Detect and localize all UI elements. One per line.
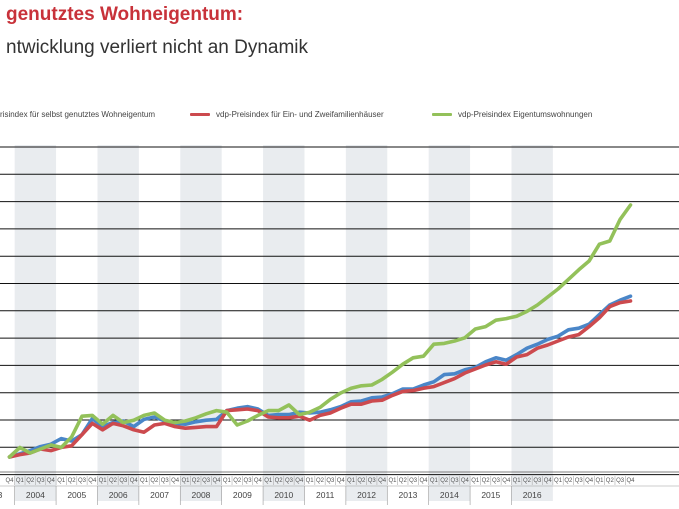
quarter-tick-label: Q1 — [471, 478, 480, 484]
quarter-tick-label: Q1 — [347, 478, 356, 484]
quarter-tick-label: Q2 — [26, 478, 35, 484]
quarter-tick-label: Q1 — [388, 478, 397, 484]
year-band — [428, 145, 471, 501]
quarter-tick-label: Q2 — [150, 478, 159, 484]
quarter-tick-label: Q4 — [254, 478, 263, 484]
quarter-tick-label: Q3 — [368, 478, 377, 484]
chart-subtitle: ntwicklung verliert nicht an Dynamik — [6, 37, 309, 58]
quarter-tick-label: Q3 — [451, 478, 460, 484]
quarter-tick-label: Q4 — [378, 478, 387, 484]
quarter-tick-label: Q2 — [482, 478, 491, 484]
quarter-tick-label: Q1 — [306, 478, 315, 484]
quarter-tick-label: Q1 — [554, 478, 563, 484]
quarter-tick-label: Q1 — [140, 478, 149, 484]
quarter-tick-label: Q3 — [285, 478, 294, 484]
quarter-tick-label: Q1 — [181, 478, 190, 484]
quarter-tick-label: Q1 — [223, 478, 232, 484]
quarter-tick-label: Q1 — [595, 478, 604, 484]
year-tick-label: 2011 — [316, 490, 335, 500]
year-tick-label: 2007 — [150, 490, 169, 500]
year-band — [263, 145, 305, 501]
quarter-tick-label: Q2 — [68, 478, 77, 484]
year-tick-label: 2010 — [274, 490, 293, 500]
year-tick-label: 2008 — [192, 490, 211, 500]
legend-label-blue: risindex für selbst genutztes Wohneigent… — [0, 109, 156, 119]
quarter-tick-label: Q3 — [409, 478, 418, 484]
quarter-tick-label: Q4 — [626, 478, 635, 484]
year-band — [180, 145, 222, 501]
quarter-tick-label: Q3 — [326, 478, 335, 484]
quarter-tick-label: Q2 — [357, 478, 366, 484]
series-line-green — [7, 203, 633, 459]
chart-title: genutztes Wohneigentum: — [6, 4, 244, 25]
quarter-tick-label: Q4 — [585, 478, 594, 484]
year-tick-label: 2016 — [523, 490, 542, 500]
year-tick-label: 2015 — [481, 490, 500, 500]
quarter-tick-label: Q3 — [492, 478, 501, 484]
year-tick-label: 2009 — [233, 490, 252, 500]
quarter-tick-label: Q2 — [440, 478, 449, 484]
quarter-tick-label: Q2 — [399, 478, 408, 484]
quarter-tick-label: Q3 — [244, 478, 253, 484]
year-band — [97, 145, 139, 501]
year-tick-label: 2014 — [440, 490, 459, 500]
quarter-tick-label: Q2 — [192, 478, 201, 484]
legend-swatch-green — [432, 112, 452, 116]
year-tick-label: 2012 — [357, 490, 376, 500]
quarter-tick-label: Q1 — [430, 478, 439, 484]
quarter-tick-label: Q4 — [502, 478, 511, 484]
quarter-tick-label: Q3 — [533, 478, 542, 484]
quarter-tick-label: Q3 — [37, 478, 46, 484]
quarter-tick-label: Q2 — [523, 478, 532, 484]
quarter-tick-label: Q3 — [78, 478, 87, 484]
year-band — [345, 145, 388, 501]
quarter-tick-label: Q4 — [337, 478, 346, 484]
quarter-tick-label: Q4 — [419, 478, 428, 484]
series-line-red — [7, 299, 633, 459]
quarter-tick-label: Q1 — [16, 478, 25, 484]
quarter-tick-label: Q2 — [233, 478, 242, 484]
quarter-tick-label: Q4 — [295, 478, 304, 484]
year-tick-label: 3 — [0, 490, 3, 500]
quarter-tick-label: Q4 — [212, 478, 221, 484]
quarter-tick-label: Q3 — [161, 478, 170, 484]
year-tick-label: 2004 — [26, 490, 45, 500]
quarter-tick-label: Q4 — [171, 478, 180, 484]
legend-label-green: vdp-Preisindex Eigentumswohnungen — [458, 109, 593, 119]
quarter-tick-label: Q2 — [275, 478, 284, 484]
quarter-tick-label: Q4 — [5, 478, 14, 484]
quarter-tick-label: Q3 — [575, 478, 584, 484]
year-band — [511, 145, 553, 501]
legend-swatch-red — [190, 112, 210, 116]
year-tick-label: 2005 — [67, 490, 86, 500]
quarter-tick-label: Q4 — [544, 478, 553, 484]
quarter-tick-label: Q4 — [461, 478, 470, 484]
quarter-tick-label: Q3 — [119, 478, 128, 484]
legend-entry-red: vdp-Preisindex für Ein- und Zweifamilien… — [190, 107, 384, 121]
quarter-tick-label: Q1 — [99, 478, 108, 484]
legend-label-red: vdp-Preisindex für Ein- und Zweifamilien… — [216, 109, 384, 119]
quarter-tick-label: Q2 — [316, 478, 325, 484]
year-band — [14, 145, 57, 501]
year-tick-label: 2006 — [109, 490, 128, 500]
quarter-tick-label: Q4 — [88, 478, 97, 484]
year-tick-label: 2013 — [399, 490, 418, 500]
quarter-tick-label: Q1 — [264, 478, 273, 484]
quarter-tick-label: Q3 — [616, 478, 625, 484]
quarter-tick-label: Q2 — [606, 478, 615, 484]
quarter-tick-label: Q4 — [47, 478, 56, 484]
quarter-tick-label: Q2 — [109, 478, 118, 484]
legend-entry-green: vdp-Preisindex Eigentumswohnungen — [432, 107, 592, 121]
legend-entry-blue: risindex für selbst genutztes Wohneigent… — [0, 107, 155, 121]
quarter-tick-label: Q1 — [57, 478, 66, 484]
quarter-tick-label: Q2 — [564, 478, 573, 484]
quarter-tick-label: Q4 — [130, 478, 139, 484]
quarter-tick-label: Q3 — [202, 478, 211, 484]
quarter-tick-label: Q1 — [513, 478, 522, 484]
